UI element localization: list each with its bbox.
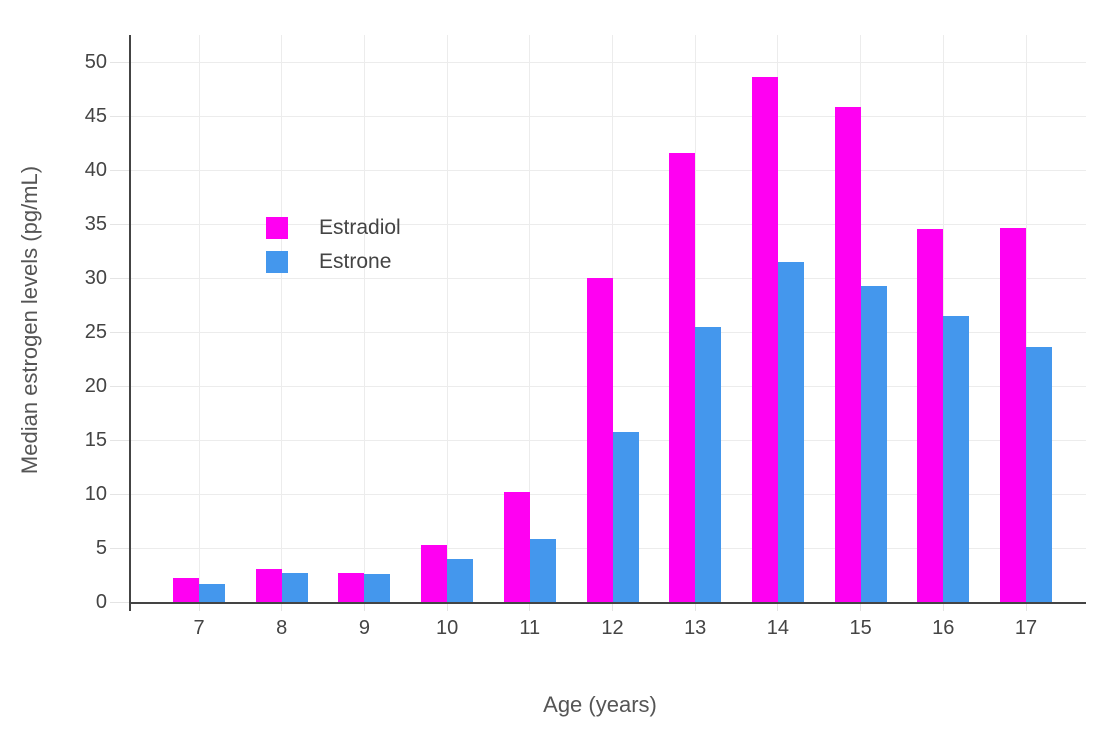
legend-item-estrone[interactable]: Estrone [266, 250, 401, 273]
y-tick-mark [110, 61, 129, 63]
y-tick-label: 5 [95, 537, 107, 559]
y-tick-label: 50 [84, 51, 107, 73]
x-gridline [363, 35, 365, 602]
bar-estradiol-age-11 [503, 491, 530, 602]
bar-estradiol-age-13 [669, 152, 696, 602]
x-gridline [1025, 35, 1027, 602]
bar-estradiol-age-17 [1000, 228, 1026, 602]
bar-estradiol-age-8 [255, 568, 282, 602]
y-tick-mark [110, 493, 129, 495]
x-tick-mark [363, 604, 365, 611]
y-axis-line [129, 35, 131, 611]
legend: Estradiol Estrone [266, 216, 401, 285]
x-tick-mark [281, 604, 283, 611]
y-tick-mark [110, 439, 129, 441]
y-tick-mark [110, 169, 129, 171]
x-tick-mark [198, 604, 200, 611]
estrone-swatch-icon [266, 251, 288, 273]
bar-estradiol-age-10 [421, 544, 448, 602]
y-tick-label: 0 [95, 591, 107, 613]
x-tick-label: 13 [684, 617, 707, 639]
bar-estrone-age-9 [364, 573, 391, 602]
x-tick-mark [942, 604, 944, 611]
bar-estrone-age-16 [943, 315, 970, 602]
y-gridline [131, 115, 1086, 117]
x-tick-label: 10 [435, 617, 459, 639]
y-axis-title: Median estrogen levels (pg/mL) [17, 165, 42, 475]
y-tick-label: 25 [84, 321, 107, 343]
y-gridline [131, 169, 1086, 171]
legend-item-estradiol[interactable]: Estradiol [266, 216, 401, 239]
y-gridline [131, 223, 1086, 225]
x-tick-mark [446, 604, 448, 611]
x-tick-label: 7 [193, 617, 205, 639]
x-tick-label: 12 [601, 617, 624, 639]
x-tick-mark [612, 604, 613, 611]
x-tick-mark [777, 604, 779, 611]
x-tick-label: 14 [766, 617, 790, 639]
y-tick-label: 35 [84, 213, 107, 235]
bar-estrone-age-11 [529, 539, 556, 602]
bar-estrone-age-10 [447, 558, 474, 602]
y-tick-mark [110, 277, 129, 279]
bar-estradiol-age-16 [917, 229, 944, 602]
x-tick-label: 16 [932, 617, 955, 639]
estradiol-swatch-icon [266, 217, 288, 239]
x-tick-mark [1025, 604, 1027, 611]
x-tick-label: 11 [519, 617, 541, 639]
x-gridline [198, 35, 200, 602]
bar-estrone-age-12 [612, 432, 639, 602]
y-tick-mark [110, 601, 129, 603]
x-gridline [529, 35, 531, 602]
y-tick-mark [110, 115, 129, 117]
y-gridline [131, 61, 1086, 63]
legend-label-estrone: Estrone [319, 250, 392, 273]
legend-label-estradiol: Estradiol [319, 216, 401, 239]
bar-estrone-age-7 [199, 583, 225, 602]
bar-estradiol-age-12 [586, 278, 613, 602]
y-tick-label: 15 [84, 429, 107, 451]
x-tick-label: 17 [1014, 617, 1038, 639]
y-tick-mark [110, 385, 129, 387]
bar-estradiol-age-14 [751, 77, 778, 602]
x-axis-line [129, 602, 1086, 604]
bar-estrone-age-15 [860, 285, 887, 602]
x-axis-title: Age (years) [543, 692, 657, 717]
bar-estrone-age-13 [695, 326, 722, 602]
x-tick-label: 15 [849, 617, 872, 639]
y-tick-label: 20 [84, 375, 107, 397]
y-tick-mark [110, 547, 129, 549]
y-tick-label: 40 [84, 159, 107, 181]
x-gridline [446, 35, 448, 602]
x-tick-mark [694, 604, 696, 611]
y-tick-label: 45 [84, 105, 107, 127]
x-tick-label: 9 [358, 617, 370, 639]
y-tick-label: 10 [84, 483, 107, 505]
x-gridline [612, 35, 613, 602]
bar-estrone-age-14 [777, 261, 804, 602]
y-tick-label: 30 [84, 267, 107, 289]
y-tick-mark [110, 331, 129, 333]
bar-estrone-age-17 [1026, 347, 1052, 602]
x-tick-label: 8 [276, 617, 288, 639]
x-tick-mark [529, 604, 531, 611]
x-gridline [694, 35, 696, 602]
x-gridline [281, 35, 283, 602]
bar-estradiol-age-15 [834, 107, 861, 602]
bar-estradiol-age-9 [338, 572, 365, 602]
x-tick-mark [860, 604, 862, 611]
bar-estradiol-age-7 [173, 578, 199, 602]
bar-estrone-age-8 [281, 572, 308, 602]
y-tick-mark [110, 223, 129, 225]
